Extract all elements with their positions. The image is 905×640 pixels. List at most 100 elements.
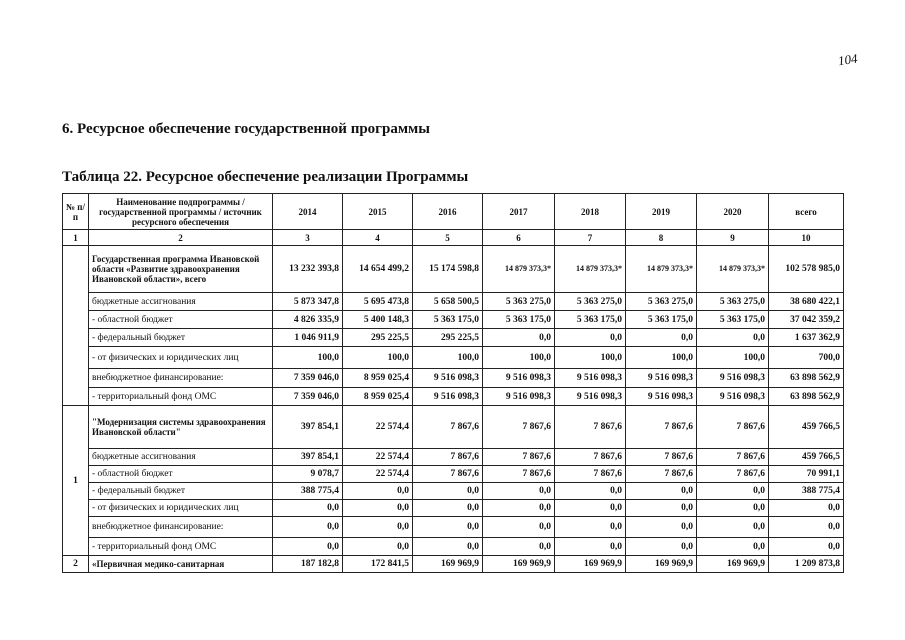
value-cell: 9 516 098,3	[696, 387, 769, 406]
row-number: 1	[62, 405, 89, 556]
value-cell: 22 574,4	[342, 405, 413, 449]
row-label: - федеральный бюджет	[88, 482, 273, 500]
header-cell: 2015	[342, 193, 413, 230]
value-cell: 9 516 098,3	[482, 368, 555, 388]
value-cell: 0,0	[482, 482, 555, 500]
value-cell: 0,0	[482, 516, 555, 538]
value-cell: 8 959 025,4	[342, 368, 413, 388]
column-number-row: 1 2 3 4 5 6 7 8 9 10	[62, 229, 844, 246]
value-cell: 15 174 598,8	[412, 245, 483, 293]
value-cell: 0,0	[272, 499, 343, 517]
value-cell: 169 969,9	[412, 555, 483, 573]
value-cell: 0,0	[482, 537, 555, 556]
table-row: - областной бюджет 4 826 335,9 5 400 148,3…	[63, 310, 844, 329]
value-cell: 7 867,6	[482, 405, 555, 449]
table-row: - территориальный фонд ОМС 7 359 046,0 8 9…	[63, 387, 844, 406]
column-number: 2	[88, 229, 273, 246]
column-number: 9	[696, 229, 769, 246]
value-cell: 0,0	[554, 537, 626, 556]
value-cell: 9 078,7	[272, 465, 343, 483]
header-cell: 2019	[625, 193, 697, 230]
value-cell: 13 232 393,8	[272, 245, 343, 293]
value-cell: 7 867,6	[412, 465, 483, 483]
value-cell: 22 574,4	[342, 448, 413, 466]
value-cell: 0,0	[342, 516, 413, 538]
value-cell: 1 046 911,9	[272, 328, 343, 347]
row-label: Государственная программа Ивановской обл…	[88, 245, 273, 293]
column-number: 8	[625, 229, 697, 246]
value-cell: 9 516 098,3	[554, 387, 626, 406]
value-cell: 0,0	[625, 328, 697, 347]
table-row: внебюджетное финансирование: 7 359 046,0 8…	[63, 368, 844, 388]
table-row: - федеральный бюджет 388 775,4 0,0 0,0 0,0 0,…	[63, 482, 844, 500]
row-label: - федеральный бюджет	[88, 328, 273, 347]
value-cell: 7 867,6	[412, 405, 483, 449]
value-cell: 100,0	[272, 346, 343, 369]
table-row: бюджетные ассигнования 5 873 347,8 5 695 4…	[63, 292, 844, 311]
row-number	[62, 245, 89, 406]
value-cell: 5 363 275,0	[554, 292, 626, 311]
value-cell: 9 516 098,3	[412, 387, 483, 406]
value-cell: 0,0	[482, 328, 555, 347]
value-cell: 0,0	[696, 537, 769, 556]
value-cell: 0,0	[554, 499, 626, 517]
row-label: бюджетные ассигнования	[88, 448, 273, 466]
row-label: "Модернизация системы здравоохранения Ив…	[88, 405, 273, 449]
value-cell: 0,0	[768, 516, 844, 538]
value-cell: 388 775,4	[768, 482, 844, 500]
value-cell: 0,0	[625, 482, 697, 500]
value-cell: 5 363 175,0	[412, 310, 483, 329]
value-cell: 7 867,6	[482, 448, 555, 466]
header-cell: всего	[768, 193, 844, 230]
value-cell: 1 637 362,9	[768, 328, 844, 347]
value-cell: 14 879 373,3*	[625, 245, 697, 293]
value-cell: 0,0	[696, 482, 769, 500]
value-cell: 0,0	[412, 499, 483, 517]
value-cell: 0,0	[625, 499, 697, 517]
row-label: - территориальный фонд ОМС	[88, 537, 273, 556]
value-cell: 7 867,6	[625, 405, 697, 449]
value-cell: 7 359 046,0	[272, 387, 343, 406]
value-cell: 7 867,6	[625, 448, 697, 466]
resource-table: № п/п Наименование подпрограммы / государ…	[62, 193, 844, 573]
value-cell: 459 766,5	[768, 405, 844, 449]
value-cell: 63 898 562,9	[768, 368, 844, 388]
table-row: 2 «Первичная медико-санитарная 187 182,8 17…	[62, 555, 844, 573]
column-number: 4	[342, 229, 413, 246]
header-cell: 2018	[554, 193, 626, 230]
value-cell: 70 991,1	[768, 465, 844, 483]
value-cell: 397 854,1	[272, 448, 343, 466]
value-cell: 7 867,6	[554, 405, 626, 449]
value-cell: 0,0	[768, 537, 844, 556]
value-cell: 100,0	[625, 346, 697, 369]
value-cell: 0,0	[696, 499, 769, 517]
column-number: 5	[412, 229, 483, 246]
table-row: 1 "Модернизация системы здравоохранения И…	[62, 405, 844, 556]
value-cell: 7 867,6	[412, 448, 483, 466]
value-cell: 7 867,6	[696, 448, 769, 466]
value-cell: 388 775,4	[272, 482, 343, 500]
table-row: Государственная программа Ивановской обл…	[62, 245, 844, 406]
row-number: 2	[62, 555, 89, 573]
value-cell: 5 363 175,0	[554, 310, 626, 329]
table-body: № п/п Наименование подпрограммы / государ…	[62, 193, 844, 573]
value-cell: 397 854,1	[272, 405, 343, 449]
header-row: № п/п Наименование подпрограммы / государ…	[62, 193, 844, 230]
value-cell: 5 658 500,5	[412, 292, 483, 311]
header-cell: 2020	[696, 193, 769, 230]
value-cell: 0,0	[696, 516, 769, 538]
value-cell: 9 516 098,3	[482, 387, 555, 406]
value-cell: 5 363 175,0	[625, 310, 697, 329]
column-number: 6	[482, 229, 555, 246]
value-cell: 7 867,6	[554, 465, 626, 483]
header-cell: № п/п	[62, 193, 89, 230]
value-cell: 100,0	[482, 346, 555, 369]
value-cell: 0,0	[272, 537, 343, 556]
value-cell: 1 209 873,8	[768, 555, 844, 573]
value-cell: 7 867,6	[696, 405, 769, 449]
value-cell: 37 042 359,2	[768, 310, 844, 329]
table-row: бюджетные ассигнования 397 854,1 22 574,4 7…	[63, 448, 844, 466]
table-row: - областной бюджет 9 078,7 22 574,4 7 867,6…	[63, 465, 844, 483]
table-title: Таблица 22. Ресурсное обеспечение реализ…	[62, 169, 469, 185]
